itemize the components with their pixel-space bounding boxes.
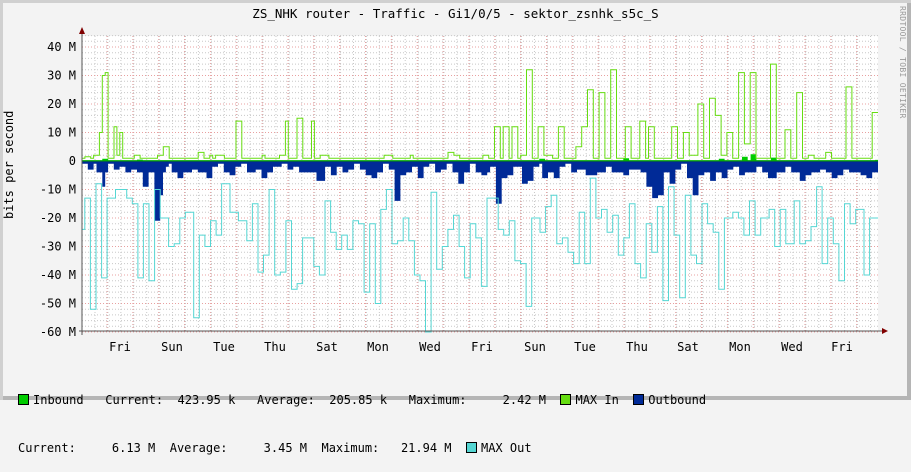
svg-text:-60 M: -60 M xyxy=(40,325,76,339)
svg-text:30 M: 30 M xyxy=(47,69,76,83)
outbound-maximum-label: Maximum: xyxy=(321,441,380,455)
max-out-swatch-icon xyxy=(465,442,477,453)
svg-text:Wed: Wed xyxy=(419,340,441,354)
svg-text:Fri: Fri xyxy=(109,340,131,354)
outbound-average-label: Average: xyxy=(169,441,228,455)
outbound-average-value: 3.45 M xyxy=(263,441,308,455)
inbound-maximum-label: Maximum: xyxy=(408,393,467,407)
svg-text:40 M: 40 M xyxy=(47,40,76,54)
inbound-current-value: 423.95 k xyxy=(177,393,236,407)
inbound-average-value: 205.85 k xyxy=(329,393,388,407)
svg-text:20 M: 20 M xyxy=(47,97,76,111)
svg-text:Sat: Sat xyxy=(316,340,338,354)
svg-text:Sat: Sat xyxy=(677,340,699,354)
legend-max-in-label: MAX In xyxy=(575,393,619,407)
svg-text:-40 M: -40 M xyxy=(40,268,76,282)
svg-text:Fri: Fri xyxy=(471,340,493,354)
svg-text:Fri: Fri xyxy=(831,340,853,354)
legend-max-out-label: MAX Out xyxy=(480,441,532,455)
svg-text:-50 M: -50 M xyxy=(40,297,76,311)
inbound-average-label: Average: xyxy=(257,393,315,407)
graph-title: ZS_NHK router - Traffic - Gi1/0/5 - sekt… xyxy=(252,6,659,21)
inbound-maximum-value: 2.42 M xyxy=(502,393,547,407)
legend: Inbound Current: 423.95 k Average: 205.8… xyxy=(18,360,706,472)
svg-text:Wed: Wed xyxy=(781,340,803,354)
svg-text:10 M: 10 M xyxy=(47,126,76,140)
legend-row-inbound: Inbound Current: 423.95 k Average: 205.8… xyxy=(18,392,706,408)
legend-inbound-label: Inbound xyxy=(33,393,84,407)
svg-text:Tue: Tue xyxy=(574,340,596,354)
svg-text:Sun: Sun xyxy=(161,340,183,354)
traffic-chart: 40 M 30 M 20 M 10 M 0 -10 M -20 M -30 M -40 M -50… xyxy=(40,27,888,354)
svg-text:Tue: Tue xyxy=(213,340,235,354)
svg-text:Mon: Mon xyxy=(367,340,389,354)
svg-text:Sun: Sun xyxy=(524,340,546,354)
svg-text:Thu: Thu xyxy=(626,340,648,354)
outbound-maximum-value: 21.94 M xyxy=(400,441,452,455)
inbound-current-label: Current: xyxy=(105,393,164,407)
legend-outbound-label: Outbound xyxy=(648,393,707,407)
frame-top-border xyxy=(0,0,911,3)
frame-left-border xyxy=(0,0,3,400)
svg-text:-30 M: -30 M xyxy=(40,240,76,254)
rrdtool-watermark: RRDTOOL / TOBI OETIKER xyxy=(898,6,907,119)
legend-row-outbound: Current: 6.13 M Average: 3.45 M Maximum:… xyxy=(18,440,706,456)
svg-text:Mon: Mon xyxy=(729,340,751,354)
outbound-current-label: Current: xyxy=(18,441,76,455)
svg-text:-20 M: -20 M xyxy=(40,211,76,225)
outbound-current-value: 6.13 M xyxy=(111,441,156,455)
svg-text:Thu: Thu xyxy=(264,340,286,354)
svg-text:-10 M: -10 M xyxy=(40,183,76,197)
svg-text:0: 0 xyxy=(69,154,76,168)
